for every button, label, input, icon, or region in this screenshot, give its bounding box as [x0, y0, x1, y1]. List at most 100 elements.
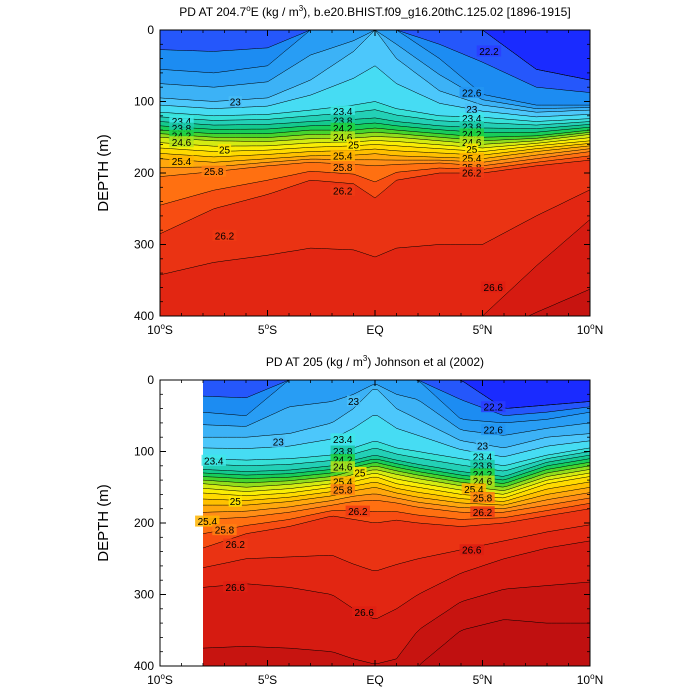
- contour-label-bg: [470, 475, 495, 487]
- contour-line: [202, 454, 590, 477]
- contour-label-bg: [470, 468, 495, 480]
- contour-line: [160, 30, 590, 109]
- contour-label-bg: [212, 229, 237, 241]
- contour-line: [202, 540, 590, 619]
- contour-label: 24.2: [333, 124, 353, 135]
- contour-label: 23: [348, 397, 360, 408]
- contour-label-bg: [330, 445, 355, 457]
- contour-label-bg: [476, 45, 502, 57]
- contour-line: [202, 497, 590, 520]
- contour-line: [160, 30, 590, 81]
- contour-label-bg: [330, 476, 355, 488]
- contour-line: [160, 122, 590, 133]
- contour-label: 25: [230, 497, 242, 508]
- contour-label-bg: [465, 143, 479, 155]
- contour-line: [160, 151, 590, 177]
- contour-label-bg: [169, 155, 194, 167]
- contour-label: 23.8: [172, 124, 192, 135]
- contour-label-bg: [461, 483, 487, 495]
- contour-line: [160, 134, 590, 145]
- contour-label-bg: [330, 461, 355, 473]
- y-tick-label: 200: [134, 516, 154, 530]
- contour-label: 23.8: [473, 461, 493, 472]
- contour-label: 25.8: [473, 493, 493, 504]
- contour-label: 22.2: [484, 403, 504, 414]
- contour-label-bg: [345, 505, 370, 517]
- contour-label: 24.6: [462, 138, 482, 149]
- contour-label: 26.6: [484, 283, 504, 294]
- x-tick-label: 10oN: [577, 672, 603, 687]
- contour-label: 23.4: [462, 114, 482, 125]
- y-tick-label: 300: [134, 588, 154, 602]
- contour-label: 23: [230, 98, 242, 109]
- x-tick-label: 5oN: [473, 322, 493, 337]
- x-tick-label: 5oN: [473, 672, 493, 687]
- contour-label-bg: [212, 524, 237, 536]
- contour-label-bg: [470, 491, 495, 503]
- contour-label: 24.2: [462, 130, 482, 141]
- x-tick-label: 5oS: [258, 322, 277, 337]
- y-tick-label: 300: [134, 238, 154, 252]
- contour-label-bg: [271, 436, 285, 448]
- contour-label: 26.2: [215, 231, 235, 242]
- y-tick-label: 100: [134, 95, 154, 109]
- contour-label-bg: [223, 538, 248, 550]
- y-tick-label: 0: [147, 23, 154, 37]
- density-field: 22.222.6232323.423.423.423.823.823.824.2…: [160, 30, 590, 316]
- contour-line: [160, 140, 590, 152]
- x-tick-label: 10oN: [577, 322, 603, 337]
- contour-line: [202, 492, 590, 513]
- contour-line: [202, 465, 590, 488]
- contour-label-bg: [169, 115, 194, 127]
- contour-line: [160, 219, 590, 316]
- contour-line: [202, 581, 590, 664]
- contour-label-bg: [465, 103, 479, 115]
- contour-label: 26.2: [226, 540, 246, 551]
- contour-label-bg: [330, 454, 355, 466]
- contour-label-bg: [169, 129, 194, 141]
- y-tick-label: 400: [134, 659, 154, 673]
- contour-label: 22.6: [484, 426, 504, 437]
- contour-label: 26.6: [462, 546, 482, 557]
- contour-label: 24.6: [172, 138, 192, 149]
- contour-line: [203, 389, 590, 448]
- contour-label: 25: [348, 141, 360, 152]
- contour-line: [202, 415, 590, 457]
- contour-label-bg: [330, 131, 355, 143]
- contour-label-bg: [330, 149, 355, 161]
- contour-line: [202, 508, 590, 549]
- contour-line: [160, 127, 590, 138]
- contour-label: 25.4: [464, 485, 484, 496]
- contour-line: [160, 148, 590, 168]
- contour-label: 23.4: [473, 453, 493, 464]
- contour-label-bg: [481, 424, 506, 436]
- contour-line: [202, 503, 590, 534]
- contour-line: [160, 65, 590, 118]
- contour-label: 24.6: [333, 133, 353, 144]
- contour-label-bg: [459, 544, 484, 556]
- contour-label: 25.8: [333, 486, 353, 497]
- density-band: [160, 219, 590, 316]
- contour-label: 23.4: [333, 435, 353, 446]
- contour-label-bg: [470, 506, 495, 518]
- contour-line: [202, 380, 590, 416]
- contour-label: 23: [466, 105, 478, 116]
- x-tick-label: 10oS: [147, 672, 173, 687]
- contour-label: 25.4: [172, 157, 192, 168]
- contour-label-bg: [470, 459, 495, 471]
- contour-line: [160, 109, 590, 126]
- contour-line: [160, 101, 590, 122]
- contour-label-bg: [330, 184, 355, 196]
- y-tick-label: 0: [147, 373, 154, 387]
- contour-label: 25.8: [204, 167, 224, 178]
- contour-label: 26.6: [355, 608, 375, 619]
- contour-line: [160, 145, 590, 163]
- contour-line: [160, 155, 590, 206]
- contour-line: [202, 458, 590, 481]
- panel-title: PD AT 205 (kg / m3) Johnson et al (2002): [266, 354, 484, 369]
- contour-line: [202, 384, 590, 436]
- contour-label: 26.2: [333, 186, 353, 197]
- contour-label: 26.2: [473, 508, 493, 519]
